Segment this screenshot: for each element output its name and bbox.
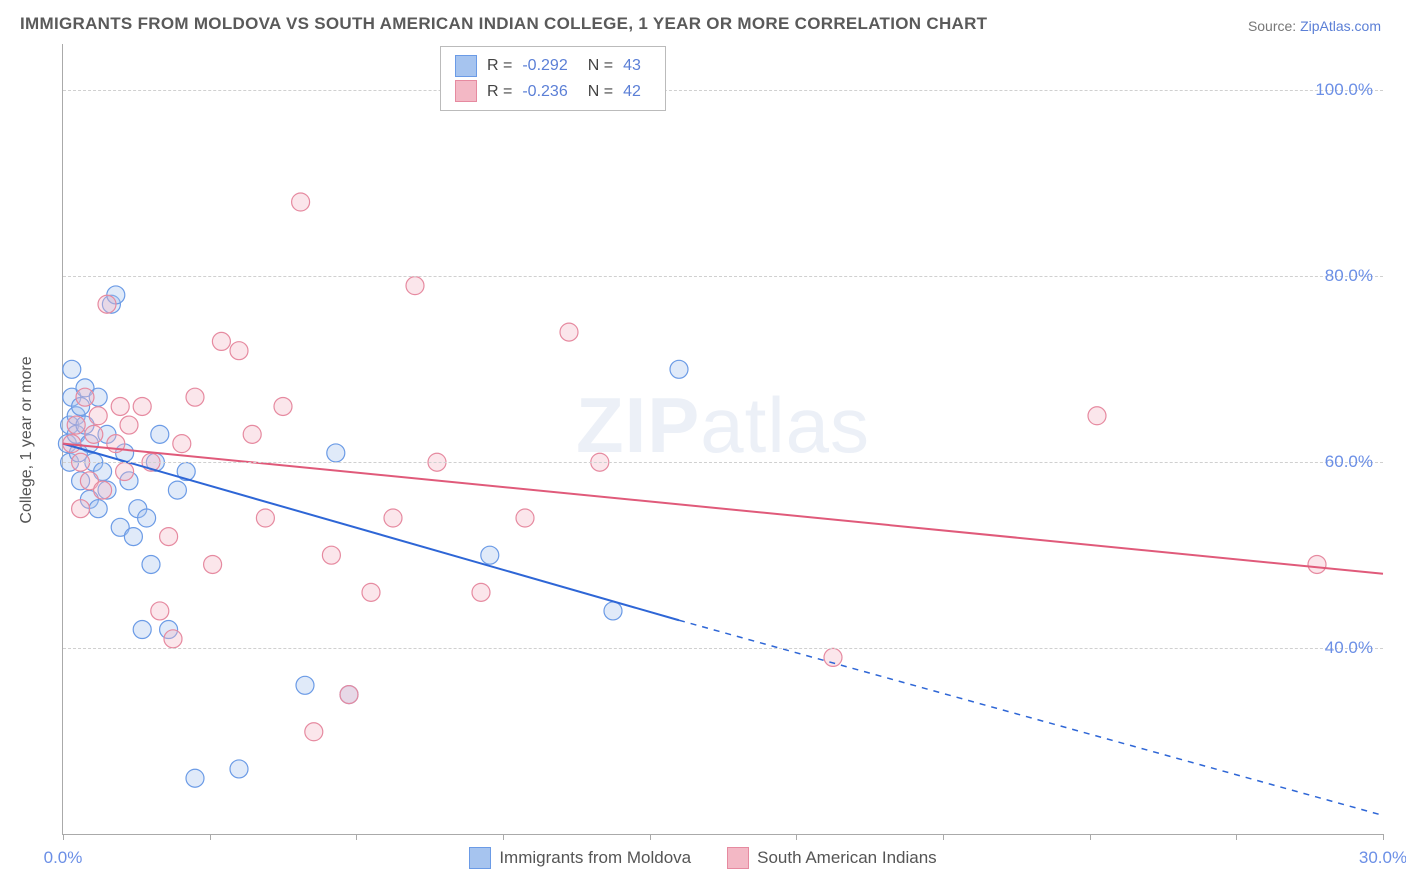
x-tick	[1090, 834, 1091, 840]
r-label: R =	[487, 53, 512, 79]
x-tick	[1236, 834, 1237, 840]
n-label: N =	[588, 53, 613, 79]
scatter-point	[296, 676, 314, 694]
scatter-point	[85, 425, 103, 443]
scatter-point	[151, 602, 169, 620]
gridline	[63, 648, 1383, 649]
scatter-point	[186, 769, 204, 787]
scatter-point	[481, 546, 499, 564]
scatter-point	[256, 509, 274, 527]
scatter-point	[67, 416, 85, 434]
scatter-point	[173, 435, 191, 453]
plot-area: ZIPatlas 40.0%60.0%80.0%100.0%0.0%30.0%	[62, 44, 1383, 835]
scatter-point	[133, 397, 151, 415]
source-link[interactable]: ZipAtlas.com	[1300, 18, 1381, 34]
source-prefix: Source:	[1248, 18, 1300, 34]
legend-series-label: Immigrants from Moldova	[499, 848, 691, 868]
scatter-point	[120, 416, 138, 434]
scatter-point	[230, 342, 248, 360]
x-tick	[1383, 834, 1384, 840]
scatter-point	[1308, 555, 1326, 573]
scatter-point	[670, 360, 688, 378]
scatter-point	[274, 397, 292, 415]
n-value: 43	[623, 53, 641, 79]
scatter-point	[76, 388, 94, 406]
y-tick-label: 60.0%	[1325, 452, 1373, 472]
x-tick	[503, 834, 504, 840]
legend-stats: R = -0.292 N = 43 R = -0.236 N = 42	[440, 46, 666, 111]
x-tick	[356, 834, 357, 840]
scatter-point	[384, 509, 402, 527]
legend-stat-row: R = -0.236 N = 42	[455, 79, 651, 105]
chart-title: IMMIGRANTS FROM MOLDOVA VS SOUTH AMERICA…	[20, 14, 987, 34]
scatter-point	[63, 360, 81, 378]
scatter-point	[560, 323, 578, 341]
scatter-point	[168, 481, 186, 499]
scatter-point	[133, 621, 151, 639]
gridline	[63, 462, 1383, 463]
legend-series: Immigrants from Moldova South American In…	[0, 847, 1406, 874]
source-attribution: Source: ZipAtlas.com	[1248, 18, 1381, 34]
scatter-point	[138, 509, 156, 527]
x-tick	[210, 834, 211, 840]
scatter-point	[305, 723, 323, 741]
scatter-point	[164, 630, 182, 648]
legend-series-label: South American Indians	[757, 848, 937, 868]
scatter-point	[111, 397, 129, 415]
y-axis-label: College, 1 year or more	[18, 356, 36, 523]
n-value: 42	[623, 79, 641, 105]
legend-swatch	[455, 80, 477, 102]
legend-stat-row: R = -0.292 N = 43	[455, 53, 651, 79]
scatter-point	[142, 555, 160, 573]
scatter-point	[212, 332, 230, 350]
scatter-point	[89, 500, 107, 518]
scatter-point	[124, 528, 142, 546]
scatter-point	[186, 388, 204, 406]
legend-series-item: South American Indians	[727, 847, 937, 869]
scatter-point	[94, 481, 112, 499]
scatter-point	[362, 583, 380, 601]
scatter-point	[89, 407, 107, 425]
gridline	[63, 276, 1383, 277]
legend-swatch	[469, 847, 491, 869]
scatter-point	[72, 500, 90, 518]
scatter-point	[292, 193, 310, 211]
trend-line-extrapolated	[679, 620, 1383, 815]
scatter-point	[151, 425, 169, 443]
scatter-point	[604, 602, 622, 620]
scatter-point	[516, 509, 534, 527]
x-tick	[943, 834, 944, 840]
scatter-point	[472, 583, 490, 601]
legend-swatch	[727, 847, 749, 869]
scatter-point	[230, 760, 248, 778]
scatter-point	[204, 555, 222, 573]
scatter-point	[340, 686, 358, 704]
gridline	[63, 90, 1383, 91]
legend-swatch	[455, 55, 477, 77]
x-tick	[796, 834, 797, 840]
x-tick	[63, 834, 64, 840]
scatter-point	[243, 425, 261, 443]
y-tick-label: 100.0%	[1315, 80, 1373, 100]
y-tick-label: 40.0%	[1325, 638, 1373, 658]
scatter-point	[160, 528, 178, 546]
r-label: R =	[487, 79, 512, 105]
x-tick	[650, 834, 651, 840]
scatter-point	[98, 295, 116, 313]
y-tick-label: 80.0%	[1325, 266, 1373, 286]
scatter-point	[1088, 407, 1106, 425]
scatter-point	[824, 648, 842, 666]
n-label: N =	[588, 79, 613, 105]
r-value: -0.236	[522, 79, 567, 105]
chart-svg	[63, 44, 1383, 834]
scatter-point	[327, 444, 345, 462]
scatter-point	[116, 463, 134, 481]
r-value: -0.292	[522, 53, 567, 79]
scatter-point	[322, 546, 340, 564]
scatter-point	[406, 277, 424, 295]
legend-series-item: Immigrants from Moldova	[469, 847, 691, 869]
